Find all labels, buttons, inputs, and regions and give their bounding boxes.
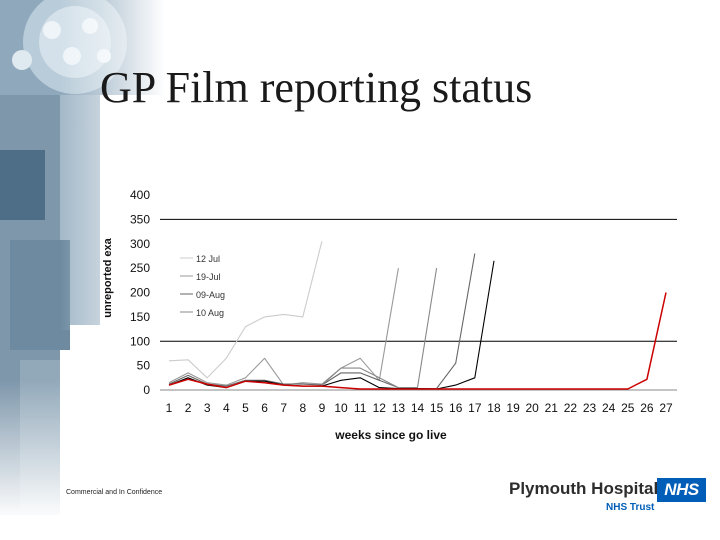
x-tick-label: 11 (354, 401, 367, 415)
y-tick-label: 250 (130, 261, 150, 275)
y-axis-label: unreported exa (102, 237, 114, 317)
y-tick-label: 0 (143, 383, 150, 397)
y-tick-label: 150 (130, 310, 150, 324)
x-axis-label: weeks since go live (334, 428, 447, 442)
legend-entry: 19-Jul (196, 272, 221, 282)
x-tick-label: 4 (223, 401, 230, 415)
x-tick-label: 5 (242, 401, 249, 415)
x-tick-label: 15 (430, 401, 444, 415)
x-tick-label: 1 (166, 401, 173, 415)
y-tick-label: 400 (130, 188, 150, 202)
x-tick-label: 16 (449, 401, 463, 415)
x-tick-label: 2 (185, 401, 192, 415)
x-tick-label: 7 (280, 401, 287, 415)
x-tick-label: 20 (526, 401, 540, 415)
x-tick-label: 25 (621, 401, 635, 415)
x-tick-label: 26 (640, 401, 654, 415)
x-tick-label: 19 (506, 401, 520, 415)
y-tick-label: 300 (130, 237, 150, 251)
x-tick-label: 8 (299, 401, 306, 415)
x-tick-label: 27 (659, 401, 673, 415)
x-tick-label: 3 (204, 401, 211, 415)
x-tick-label: 9 (319, 401, 326, 415)
nhs-trust-label: NHS Trust (606, 502, 655, 513)
x-tick-label: 13 (392, 401, 406, 415)
legend-entry: 09-Aug (196, 290, 225, 300)
series-line (321, 268, 438, 389)
legend-entry: 10 Aug (196, 308, 224, 318)
series-line (168, 241, 323, 379)
x-tick-label: 6 (261, 401, 268, 415)
x-tick-label: 14 (411, 401, 425, 415)
nhs-logo: NHS (657, 478, 706, 502)
x-tick-label: 22 (564, 401, 578, 415)
footer-confidentiality: Commercial and In Confidence (66, 489, 163, 496)
x-tick-label: 21 (545, 401, 559, 415)
legend-entry: 12 Jul (196, 254, 220, 264)
x-tick-label: 24 (602, 401, 616, 415)
x-tick-label: 23 (583, 401, 597, 415)
y-tick-label: 350 (130, 212, 150, 226)
org-name: Plymouth Hospitals (509, 479, 668, 498)
x-tick-label: 18 (487, 401, 501, 415)
series-line (168, 292, 667, 390)
slide-title: GP Film reporting status (100, 63, 533, 112)
series-line (168, 268, 399, 386)
y-tick-label: 50 (137, 359, 151, 373)
x-tick-label: 12 (373, 401, 387, 415)
x-tick-label: 10 (334, 401, 348, 415)
y-tick-label: 200 (130, 286, 150, 300)
x-tick-label: 17 (468, 401, 482, 415)
y-tick-label: 100 (130, 334, 150, 348)
